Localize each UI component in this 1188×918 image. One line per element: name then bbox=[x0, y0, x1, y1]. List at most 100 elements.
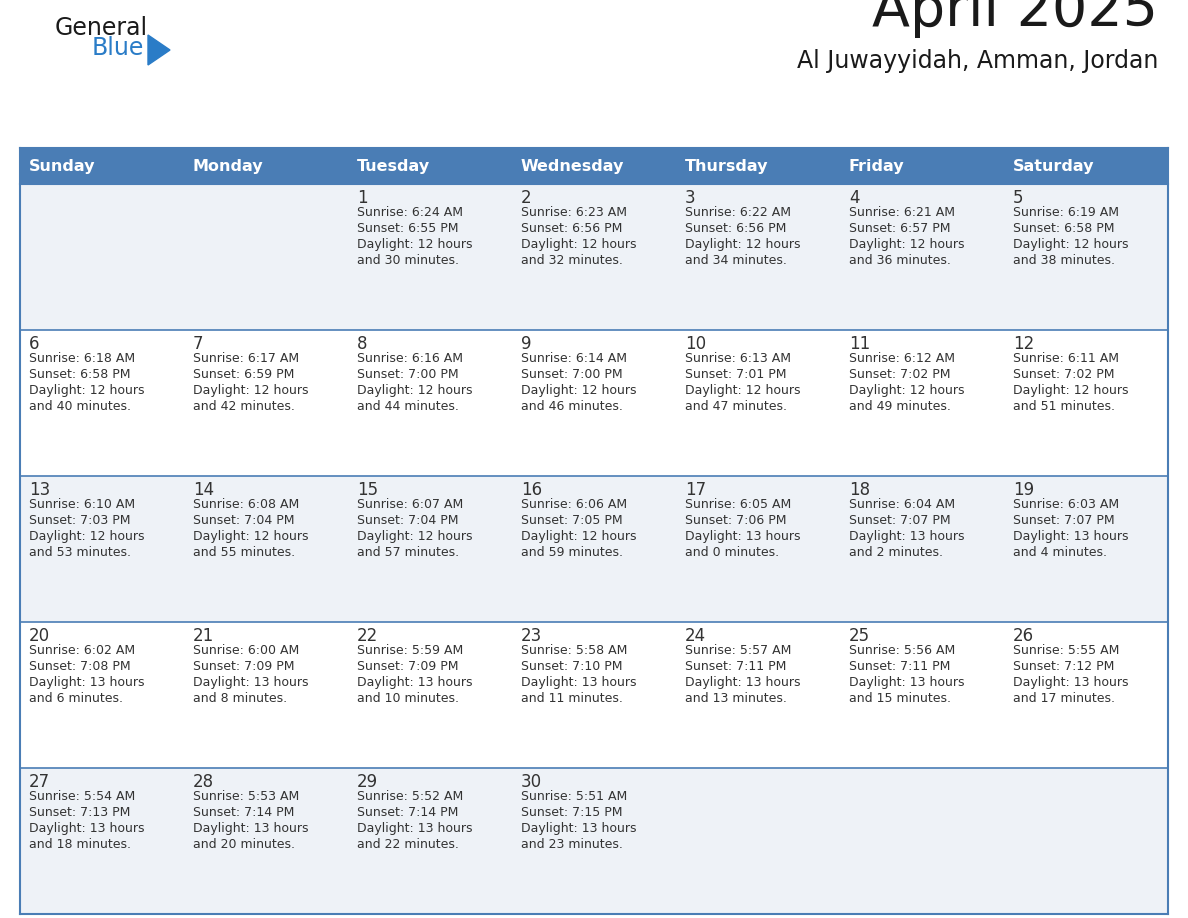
Text: Sunset: 7:02 PM: Sunset: 7:02 PM bbox=[1013, 368, 1114, 381]
Text: 7: 7 bbox=[192, 335, 203, 353]
Text: Daylight: 12 hours: Daylight: 12 hours bbox=[685, 384, 801, 397]
Bar bbox=[1004, 768, 1168, 914]
Text: and 47 minutes.: and 47 minutes. bbox=[685, 400, 786, 413]
Bar bbox=[840, 184, 1004, 330]
Text: Monday: Monday bbox=[192, 159, 264, 174]
Text: and 30 minutes.: and 30 minutes. bbox=[358, 254, 459, 267]
Bar bbox=[1004, 330, 1168, 476]
Text: and 10 minutes.: and 10 minutes. bbox=[358, 692, 459, 705]
Text: and 55 minutes.: and 55 minutes. bbox=[192, 546, 295, 559]
Text: Sunrise: 5:52 AM: Sunrise: 5:52 AM bbox=[358, 790, 463, 803]
Bar bbox=[676, 476, 840, 622]
Text: Sunrise: 5:51 AM: Sunrise: 5:51 AM bbox=[522, 790, 627, 803]
Polygon shape bbox=[148, 35, 170, 65]
Text: 24: 24 bbox=[685, 627, 706, 645]
Text: Sunset: 7:00 PM: Sunset: 7:00 PM bbox=[522, 368, 623, 381]
Bar bbox=[348, 476, 512, 622]
Text: Sunset: 7:01 PM: Sunset: 7:01 PM bbox=[685, 368, 786, 381]
Bar bbox=[20, 330, 184, 476]
Text: and 40 minutes.: and 40 minutes. bbox=[29, 400, 131, 413]
Bar bbox=[512, 476, 676, 622]
Text: and 57 minutes.: and 57 minutes. bbox=[358, 546, 459, 559]
Text: Wednesday: Wednesday bbox=[522, 159, 625, 174]
Bar bbox=[348, 622, 512, 768]
Text: and 20 minutes.: and 20 minutes. bbox=[192, 838, 295, 851]
Text: Sunset: 7:10 PM: Sunset: 7:10 PM bbox=[522, 660, 623, 673]
Text: Sunrise: 6:12 AM: Sunrise: 6:12 AM bbox=[849, 352, 955, 365]
Text: Daylight: 13 hours: Daylight: 13 hours bbox=[522, 676, 637, 689]
Text: Daylight: 12 hours: Daylight: 12 hours bbox=[358, 384, 473, 397]
Bar bbox=[184, 768, 348, 914]
Text: April 2025: April 2025 bbox=[872, 0, 1158, 38]
Text: 30: 30 bbox=[522, 773, 542, 791]
Bar bbox=[676, 330, 840, 476]
Text: Sunset: 7:02 PM: Sunset: 7:02 PM bbox=[849, 368, 950, 381]
Text: Daylight: 13 hours: Daylight: 13 hours bbox=[192, 676, 309, 689]
Text: Sunset: 7:00 PM: Sunset: 7:00 PM bbox=[358, 368, 459, 381]
Text: Daylight: 13 hours: Daylight: 13 hours bbox=[358, 822, 473, 835]
Text: Sunset: 7:15 PM: Sunset: 7:15 PM bbox=[522, 806, 623, 819]
Bar bbox=[1004, 476, 1168, 622]
Text: Sunrise: 6:24 AM: Sunrise: 6:24 AM bbox=[358, 206, 463, 219]
Text: Daylight: 12 hours: Daylight: 12 hours bbox=[192, 384, 309, 397]
Bar bbox=[184, 330, 348, 476]
Text: Daylight: 12 hours: Daylight: 12 hours bbox=[358, 530, 473, 543]
Text: and 53 minutes.: and 53 minutes. bbox=[29, 546, 131, 559]
Text: Sunset: 7:07 PM: Sunset: 7:07 PM bbox=[849, 514, 950, 527]
Text: and 38 minutes.: and 38 minutes. bbox=[1013, 254, 1116, 267]
Text: Sunrise: 6:22 AM: Sunrise: 6:22 AM bbox=[685, 206, 791, 219]
Text: Daylight: 12 hours: Daylight: 12 hours bbox=[522, 238, 637, 251]
Text: 4: 4 bbox=[849, 189, 859, 207]
Bar bbox=[348, 330, 512, 476]
Text: 1: 1 bbox=[358, 189, 367, 207]
Text: and 51 minutes.: and 51 minutes. bbox=[1013, 400, 1116, 413]
Bar bbox=[348, 148, 512, 184]
Text: and 46 minutes.: and 46 minutes. bbox=[522, 400, 623, 413]
Text: Sunset: 7:07 PM: Sunset: 7:07 PM bbox=[1013, 514, 1114, 527]
Text: Sunset: 7:08 PM: Sunset: 7:08 PM bbox=[29, 660, 131, 673]
Bar bbox=[1004, 148, 1168, 184]
Text: Sunrise: 6:03 AM: Sunrise: 6:03 AM bbox=[1013, 498, 1119, 511]
Text: and 0 minutes.: and 0 minutes. bbox=[685, 546, 779, 559]
Text: Sunset: 7:14 PM: Sunset: 7:14 PM bbox=[192, 806, 295, 819]
Text: Sunrise: 6:18 AM: Sunrise: 6:18 AM bbox=[29, 352, 135, 365]
Text: and 8 minutes.: and 8 minutes. bbox=[192, 692, 287, 705]
Text: 23: 23 bbox=[522, 627, 542, 645]
Text: 5: 5 bbox=[1013, 189, 1024, 207]
Text: 22: 22 bbox=[358, 627, 378, 645]
Text: Daylight: 13 hours: Daylight: 13 hours bbox=[192, 822, 309, 835]
Text: Daylight: 13 hours: Daylight: 13 hours bbox=[358, 676, 473, 689]
Text: Sunrise: 6:06 AM: Sunrise: 6:06 AM bbox=[522, 498, 627, 511]
Bar bbox=[184, 148, 348, 184]
Text: Sunset: 6:55 PM: Sunset: 6:55 PM bbox=[358, 222, 459, 235]
Text: Sunrise: 6:17 AM: Sunrise: 6:17 AM bbox=[192, 352, 299, 365]
Text: Sunrise: 5:53 AM: Sunrise: 5:53 AM bbox=[192, 790, 299, 803]
Text: Daylight: 12 hours: Daylight: 12 hours bbox=[522, 530, 637, 543]
Text: 27: 27 bbox=[29, 773, 50, 791]
Text: Sunset: 6:58 PM: Sunset: 6:58 PM bbox=[1013, 222, 1114, 235]
Bar bbox=[512, 330, 676, 476]
Text: Daylight: 12 hours: Daylight: 12 hours bbox=[849, 238, 965, 251]
Text: Sunrise: 6:10 AM: Sunrise: 6:10 AM bbox=[29, 498, 135, 511]
Text: Daylight: 12 hours: Daylight: 12 hours bbox=[849, 384, 965, 397]
Text: Daylight: 13 hours: Daylight: 13 hours bbox=[29, 822, 145, 835]
Text: 2: 2 bbox=[522, 189, 531, 207]
Text: 26: 26 bbox=[1013, 627, 1034, 645]
Bar bbox=[20, 148, 184, 184]
Bar bbox=[512, 148, 676, 184]
Text: Sunrise: 5:56 AM: Sunrise: 5:56 AM bbox=[849, 644, 955, 657]
Text: Sunrise: 5:59 AM: Sunrise: 5:59 AM bbox=[358, 644, 463, 657]
Text: 28: 28 bbox=[192, 773, 214, 791]
Text: 18: 18 bbox=[849, 481, 870, 499]
Text: Blue: Blue bbox=[91, 36, 145, 60]
Text: Daylight: 13 hours: Daylight: 13 hours bbox=[685, 676, 801, 689]
Text: Sunset: 7:13 PM: Sunset: 7:13 PM bbox=[29, 806, 131, 819]
Text: Daylight: 12 hours: Daylight: 12 hours bbox=[685, 238, 801, 251]
Text: Sunset: 6:56 PM: Sunset: 6:56 PM bbox=[685, 222, 786, 235]
Bar bbox=[676, 622, 840, 768]
Text: Sunset: 7:05 PM: Sunset: 7:05 PM bbox=[522, 514, 623, 527]
Bar bbox=[184, 622, 348, 768]
Text: Daylight: 13 hours: Daylight: 13 hours bbox=[29, 676, 145, 689]
Text: 14: 14 bbox=[192, 481, 214, 499]
Text: Sunset: 7:09 PM: Sunset: 7:09 PM bbox=[358, 660, 459, 673]
